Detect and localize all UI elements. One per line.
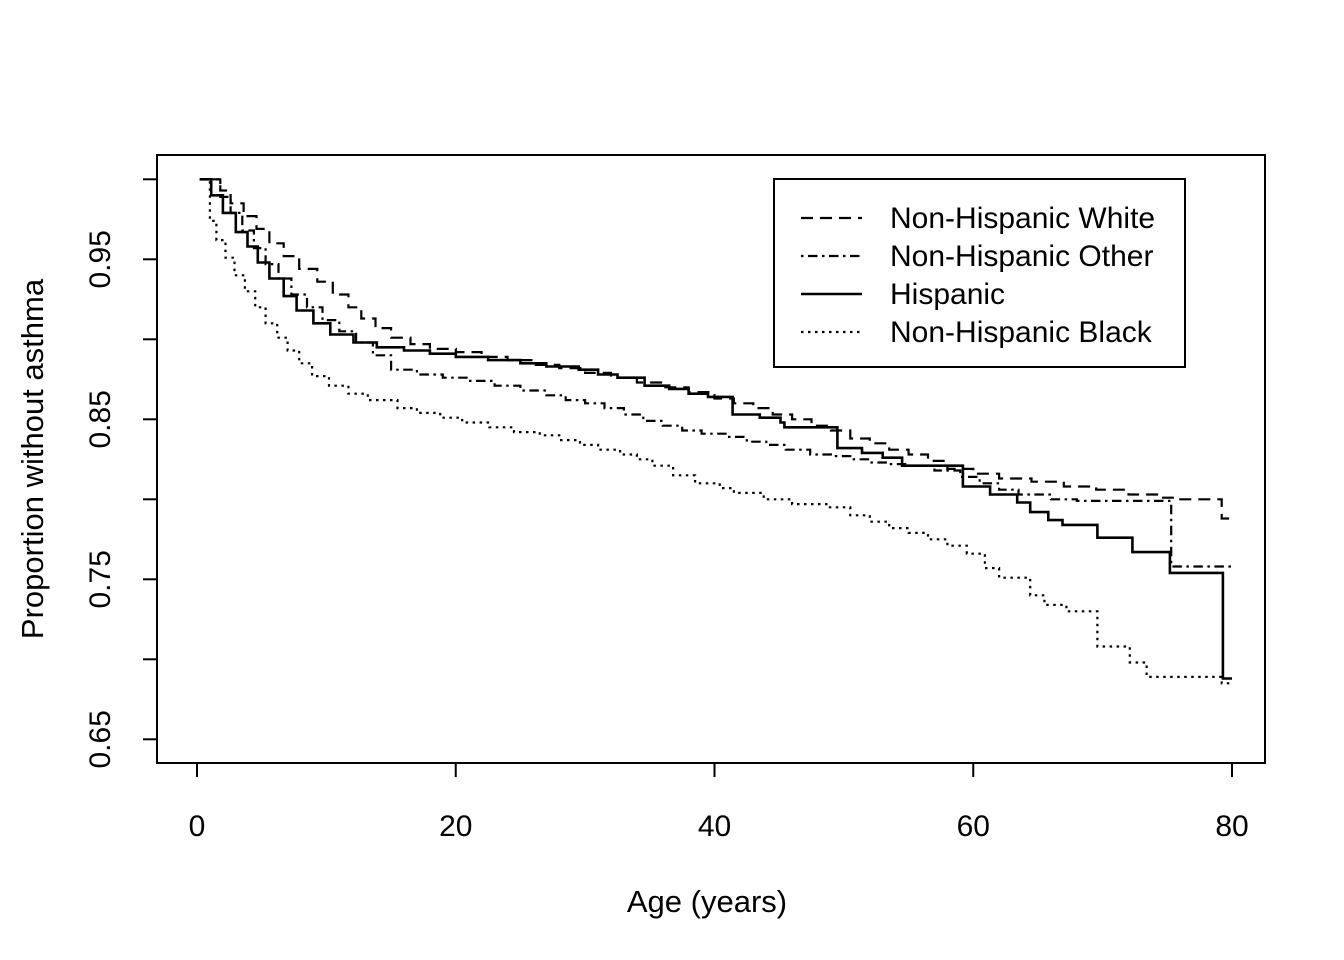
y-tick-label: 0.85 — [84, 390, 117, 448]
legend-label-non-hispanic-other: Non-Hispanic Other — [890, 240, 1153, 273]
y-tick-label: 0.95 — [84, 230, 117, 288]
plot-border — [156, 154, 1266, 764]
x-tick-label: 40 — [698, 810, 731, 843]
x-axis-title: Age (years) — [626, 884, 788, 919]
y-tick-label: 0.65 — [84, 710, 117, 768]
legend-box — [773, 178, 1186, 368]
curve-non-hispanic-white — [207, 178, 1232, 520]
x-tick-label: 60 — [957, 810, 990, 843]
y-axis-title: Proportion without asthma — [15, 278, 50, 640]
curve-hispanic — [199, 178, 1232, 680]
x-tick-label: 0 — [189, 810, 206, 843]
x-tick-label: 80 — [1215, 810, 1248, 843]
legend-label-non-hispanic-black: Non-Hispanic Black — [890, 316, 1153, 349]
legend-label-hispanic: Hispanic — [890, 278, 1005, 311]
curve-non-hispanic-black — [204, 178, 1232, 685]
curve-non-hispanic-other — [208, 178, 1232, 568]
legend-label-non-hispanic-white: Non-Hispanic White — [890, 202, 1155, 235]
y-tick-label: 0.75 — [84, 550, 117, 608]
x-tick-label: 20 — [439, 810, 472, 843]
